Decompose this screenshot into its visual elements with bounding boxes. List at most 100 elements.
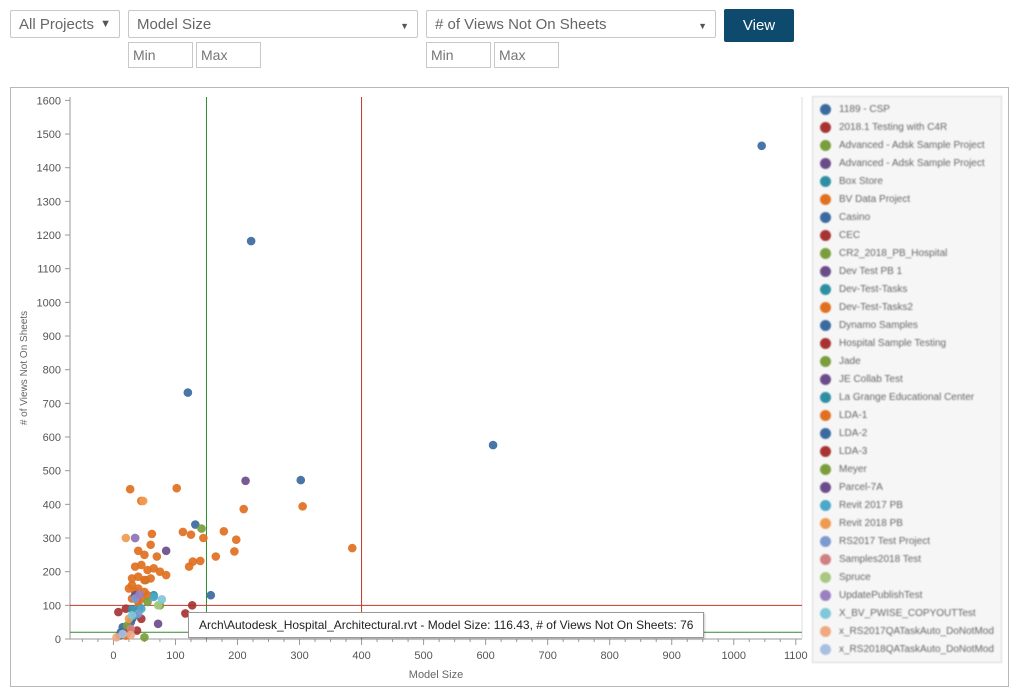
- legend-marker: [820, 139, 831, 151]
- y-max-input[interactable]: [494, 42, 559, 68]
- data-point: [135, 590, 144, 599]
- data-point: [239, 504, 248, 514]
- legend-marker: [820, 463, 831, 475]
- legend-item[interactable]: 2018.1 Testing with C4R: [813, 118, 1001, 136]
- legend-label: LDA-3: [839, 445, 868, 457]
- legend-item[interactable]: UpdatePublishTest: [813, 586, 1001, 604]
- legend-item[interactable]: RS2017 Test Project: [813, 532, 1001, 550]
- data-point: [130, 533, 140, 543]
- legend-marker: [820, 481, 831, 493]
- data-point: [197, 524, 206, 533]
- legend-item[interactable]: Dynamo Samples: [813, 316, 1001, 334]
- legend-item[interactable]: CR2_2018_PB_Hospital: [813, 244, 1001, 262]
- data-point: [124, 584, 134, 593]
- legend-item[interactable]: Samples2018 Test: [813, 550, 1001, 568]
- data-point: [219, 526, 229, 536]
- legend-label: x_RS2018QATaskAuto_DoNotMod: [839, 643, 994, 655]
- data-point: [146, 574, 155, 583]
- legend-item[interactable]: JE Collab Test: [813, 370, 1001, 388]
- legend-item[interactable]: CEC: [813, 226, 1001, 244]
- data-point: [230, 547, 239, 556]
- legend-item[interactable]: x_RS2018QATaskAuto_DoNotMod: [813, 640, 1001, 658]
- legend-label: Dev-Test-Tasks: [839, 283, 908, 295]
- data-point: [137, 560, 146, 570]
- project-select[interactable]: All Projects ▼: [10, 10, 120, 38]
- legend-marker: [820, 121, 831, 133]
- x-tick-label: 100: [166, 650, 184, 662]
- legend-item[interactable]: Dev-Test-Tasks2: [813, 298, 1001, 316]
- data-point: [143, 597, 152, 607]
- data-point: [126, 624, 136, 634]
- legend-item[interactable]: X_BV_PWISE_COPYOUTTest: [813, 604, 1001, 622]
- legend-item[interactable]: x_RS2017QATaskAuto_DoNotMod: [813, 622, 1001, 640]
- legend-marker: [820, 391, 831, 403]
- y-tick-label: 1000: [37, 297, 61, 309]
- x-tick-label: 700: [538, 650, 556, 662]
- legend-marker: [820, 193, 831, 205]
- legend-item[interactable]: LDA-3: [813, 442, 1001, 460]
- legend-item[interactable]: Casino: [813, 208, 1001, 226]
- y-tick-label: 400: [43, 499, 61, 511]
- y-tick-label: 300: [43, 533, 61, 545]
- legend-label: RS2017 Test Project: [839, 535, 930, 547]
- legend-item[interactable]: LDA-1: [813, 406, 1001, 424]
- legend-marker: [820, 103, 831, 115]
- y-axis-title: # of Views Not On Sheets: [19, 311, 30, 425]
- x-axis-title: Model Size: [409, 669, 463, 681]
- legend-marker: [820, 157, 831, 169]
- y-tick-label: 700: [43, 398, 61, 410]
- x-tick-label: 900: [663, 650, 681, 662]
- data-point: [246, 236, 256, 246]
- y-tick-label: 200: [43, 567, 61, 579]
- y-metric-select[interactable]: # of Views Not On Sheets ▼: [426, 10, 716, 38]
- legend-item[interactable]: Box Store: [813, 172, 1001, 190]
- view-button[interactable]: View: [724, 9, 794, 42]
- data-point: [161, 570, 171, 580]
- data-point: [161, 546, 171, 556]
- legend-marker: [820, 499, 831, 511]
- data-point: [183, 388, 193, 397]
- data-point: [241, 476, 250, 486]
- legend-item[interactable]: 1189 - CSP: [813, 100, 1001, 118]
- data-point: [152, 552, 162, 561]
- x-metric-select[interactable]: Model Size ▼: [128, 10, 418, 38]
- legend-item[interactable]: Parcel-7A: [813, 478, 1001, 496]
- legend-item[interactable]: Dev Test PB 1: [813, 262, 1001, 280]
- legend-marker: [820, 535, 831, 547]
- data-point: [191, 520, 200, 529]
- legend-item[interactable]: BV Data Project: [813, 190, 1001, 208]
- legend-marker: [820, 445, 831, 457]
- data-point: [127, 611, 137, 620]
- legend-item[interactable]: LDA-2: [813, 424, 1001, 442]
- x-tick-label: 1000: [722, 650, 746, 662]
- legend-label: x_RS2017QATaskAuto_DoNotMod: [839, 625, 994, 637]
- y-tick-label: 1200: [37, 230, 61, 242]
- legend-item[interactable]: Spruce: [813, 568, 1001, 586]
- legend-item[interactable]: La Grange Educational Center: [813, 388, 1001, 406]
- legend-item[interactable]: Advanced - Adsk Sample Project: [813, 154, 1001, 172]
- legend-marker: [820, 211, 831, 223]
- legend-item[interactable]: Revit 2018 PB: [813, 514, 1001, 532]
- x-min-input[interactable]: [128, 42, 193, 68]
- data-point: [199, 533, 208, 543]
- chevron-down-icon: ▼: [698, 21, 707, 31]
- legend-item[interactable]: Meyer: [813, 460, 1001, 478]
- data-point: [140, 633, 149, 642]
- legend-item[interactable]: Revit 2017 PB: [813, 496, 1001, 514]
- data-point: [153, 619, 163, 629]
- legend-marker: [820, 427, 831, 439]
- x-max-input[interactable]: [196, 42, 261, 68]
- legend-label: Casino: [839, 211, 871, 223]
- legend-marker: [820, 355, 831, 367]
- legend-item[interactable]: Dev-Test-Tasks: [813, 280, 1001, 298]
- data-point: [121, 604, 131, 614]
- legend-item[interactable]: Hospital Sample Testing: [813, 334, 1001, 352]
- legend-item[interactable]: Advanced - Adsk Sample Project: [813, 136, 1001, 154]
- data-point: [140, 550, 149, 560]
- y-min-input[interactable]: [426, 42, 491, 68]
- legend-label: LDA-2: [839, 427, 868, 439]
- chevron-down-icon: ▼: [100, 18, 111, 30]
- data-point: [149, 592, 159, 602]
- y-tick-label: 1100: [37, 264, 61, 276]
- legend-item[interactable]: Jade: [813, 352, 1001, 370]
